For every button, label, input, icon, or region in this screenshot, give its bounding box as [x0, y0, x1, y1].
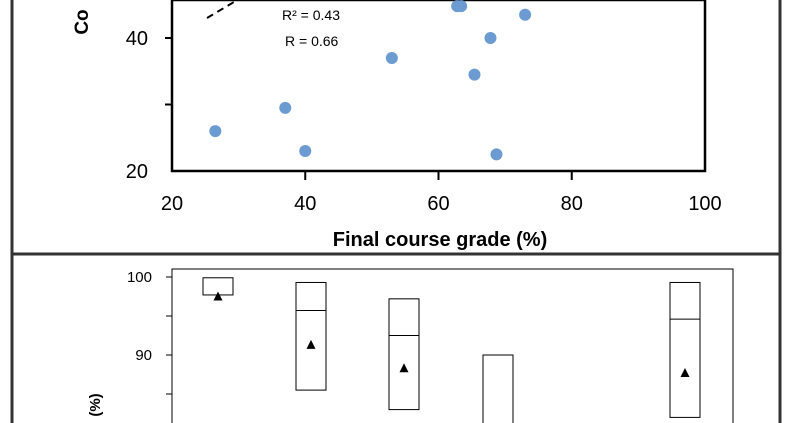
scatter-point — [279, 101, 292, 114]
mean-marker — [213, 291, 223, 301]
r-annotation: R = 0.66 — [285, 33, 339, 49]
scatter-point — [385, 51, 398, 64]
scatter-point — [299, 145, 312, 158]
y-tick-label: 20 — [126, 161, 148, 183]
scatter-plot-area — [170, 0, 707, 173]
box — [482, 354, 514, 423]
box — [388, 298, 420, 411]
scatter-point — [490, 148, 503, 161]
x-tick-label: 20 — [161, 193, 183, 215]
x-tick-label: 100 — [688, 193, 721, 215]
y-tick-label: 40 — [126, 28, 148, 50]
scatter-point — [519, 8, 532, 21]
x-tick-label: 60 — [427, 193, 449, 215]
x-tick-label: 40 — [294, 193, 316, 215]
scatter-point — [468, 68, 481, 81]
x-tick-label: 80 — [561, 193, 583, 215]
r-squared-annotation: R² = 0.43 — [282, 7, 340, 23]
mean-marker — [399, 363, 409, 373]
box-y-tick-label: 100 — [127, 269, 152, 286]
scatter-plot: Co R² = 0.43 R = 0.66 Final course grade… — [72, 0, 722, 251]
scatter-point — [455, 0, 468, 13]
mean-marker — [306, 339, 316, 349]
box — [669, 281, 701, 418]
mean-marker — [680, 367, 690, 377]
scatter-x-axis-label: Final course grade (%) — [333, 229, 548, 251]
scatter-point — [209, 125, 222, 138]
box-y-tick-label: 90 — [135, 347, 152, 364]
box-y-axis-label: (%) — [87, 393, 104, 416]
box — [295, 281, 327, 391]
scatter-trendline — [206, 1, 235, 19]
box-plot-area — [171, 268, 734, 423]
box-plot: (%) 100 90 — [87, 268, 734, 423]
scatter-y-axis-label: Co — [72, 9, 93, 34]
scatter-point — [484, 32, 497, 44]
